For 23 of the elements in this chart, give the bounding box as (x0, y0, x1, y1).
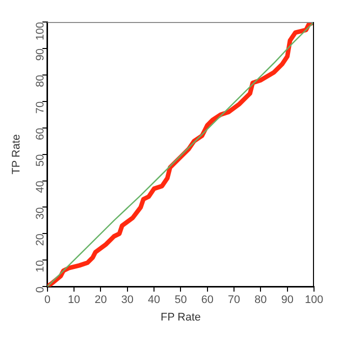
x-tick-label: 60 (201, 294, 214, 306)
y-tick-label: 70 (34, 101, 46, 114)
y-axis-title: TP Rate (10, 134, 23, 174)
y-tick-label: 90 (34, 48, 46, 61)
x-tick-label: 50 (174, 294, 187, 306)
x-tick-label: 40 (148, 294, 160, 306)
x-tick-label: 70 (228, 294, 240, 306)
x-tick-label: 100 (304, 294, 324, 306)
y-tick-label: 20 (34, 234, 46, 246)
y-tick-label: 30 (34, 207, 46, 220)
y-tick-label: 50 (34, 154, 46, 167)
x-tick-label: 20 (94, 294, 107, 306)
x-tick-label: 30 (121, 294, 134, 306)
x-tick-label: 10 (68, 294, 80, 306)
x-axis-title: FP Rate (160, 311, 201, 324)
x-tick-label: 90 (281, 294, 294, 306)
y-tick-label: 10 (34, 260, 46, 272)
y-tick-label: 60 (34, 128, 46, 140)
y-tick-label: 80 (34, 74, 46, 88)
y-tick-label: 0 (34, 286, 46, 293)
x-tick-label: 80 (254, 294, 267, 306)
y-tick-label: 40 (34, 180, 46, 194)
y-tick-label: 100 (34, 22, 46, 40)
